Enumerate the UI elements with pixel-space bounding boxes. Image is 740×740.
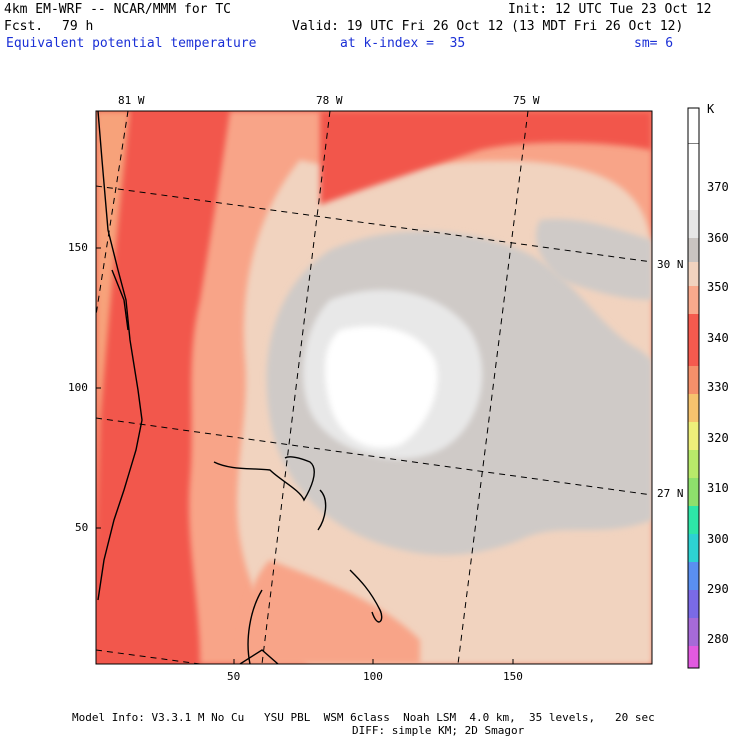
colorbar	[687, 107, 700, 669]
x-tick-100: 100	[363, 670, 383, 683]
colorbar-label-360: 360	[707, 231, 729, 245]
x-tick-50: 50	[227, 670, 241, 683]
colorbar-label-290: 290	[707, 582, 729, 596]
colorbar-label-320: 320	[707, 431, 729, 445]
forecast-hour: 79 h	[62, 19, 94, 34]
field-name: Equivalent potential temperature	[6, 36, 257, 51]
smoothing-info: sm= 6	[634, 36, 674, 51]
colorbar-label-370: 370	[707, 180, 729, 194]
colorbar-label-340: 340	[707, 331, 729, 345]
lat-label-30n: 30 N	[657, 258, 684, 271]
y-tick-150: 150	[68, 241, 88, 254]
lon-label-75w: 75 W	[513, 94, 540, 107]
y-tick-50: 50	[75, 521, 89, 534]
colorbar-unit: K	[707, 102, 715, 116]
lon-label-78w: 78 W	[316, 94, 343, 107]
y-tick-100: 100	[68, 381, 88, 394]
lon-label-81w: 81 W	[118, 94, 145, 107]
forecast-label: Fcst.	[4, 19, 44, 34]
colorbar-label-350: 350	[707, 280, 729, 294]
colorbar-label-280: 280	[707, 632, 729, 646]
model-info: Model Info: V3.3.1 M No Cu YSU PBL WSM 6…	[72, 711, 655, 724]
colorbar-label-310: 310	[707, 481, 729, 495]
colorbar-label-300: 300	[707, 532, 729, 546]
filled-contours	[96, 111, 652, 664]
valid-time: Valid: 19 UTC Fri 26 Oct 12 (13 MDT Fri …	[292, 19, 684, 34]
colorbar-label-330: 330	[707, 380, 729, 394]
init-time: Init: 12 UTC Tue 23 Oct 12	[508, 2, 712, 17]
lat-label-27n: 27 N	[657, 487, 684, 500]
level-info: at k-index = 35	[340, 36, 466, 51]
diffusion-info: DIFF: simple KM; 2D Smagor	[352, 724, 525, 737]
x-tick-150: 150	[503, 670, 523, 683]
model-title: 4km EM-WRF -- NCAR/MMM for TC	[4, 2, 231, 17]
